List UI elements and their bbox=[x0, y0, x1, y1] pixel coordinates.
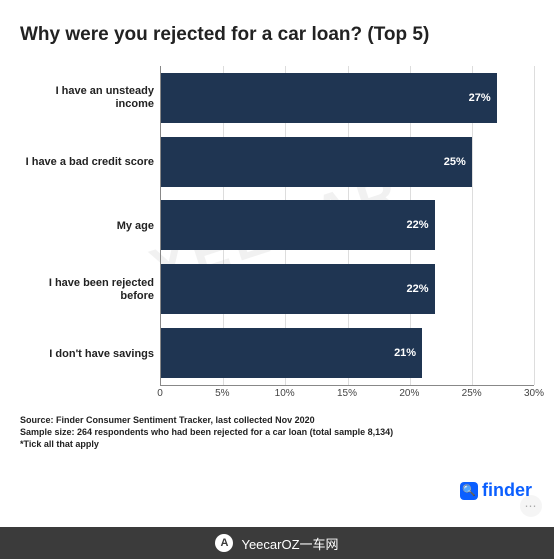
more-icon[interactable]: ⋯ bbox=[520, 495, 542, 517]
chart-card: Why were you rejected for a car loan? (T… bbox=[0, 0, 554, 460]
y-axis-label: I have a bad credit score bbox=[26, 137, 154, 187]
bars-region: 27% 25% 22% 22% 21% bbox=[160, 66, 534, 386]
plot-area: I have an unsteady income I have a bad cr… bbox=[20, 66, 534, 386]
x-axis-tick: 0 bbox=[157, 388, 163, 399]
bar: 27% bbox=[161, 73, 497, 123]
channel-avatar-icon: A bbox=[215, 534, 233, 552]
x-axis-tick: 15% bbox=[337, 388, 357, 399]
bar-row: 22% bbox=[161, 200, 534, 250]
footnote-line: *Tick all that apply bbox=[20, 438, 534, 450]
bar-row: 25% bbox=[161, 137, 534, 187]
x-axis: 05%10%15%20%25%30% bbox=[160, 388, 534, 406]
chart-title: Why were you rejected for a car loan? (T… bbox=[20, 24, 534, 46]
bar: 25% bbox=[161, 137, 472, 187]
x-axis-tick: 25% bbox=[462, 388, 482, 399]
y-axis-label: My age bbox=[117, 201, 154, 251]
bottom-strip: A YeecarOZ一车网 bbox=[0, 527, 554, 559]
bar-row: 27% bbox=[161, 73, 534, 123]
bar: 22% bbox=[161, 264, 435, 314]
footnote-line: Sample size: 264 respondents who had bee… bbox=[20, 426, 534, 438]
search-icon: 🔍 bbox=[460, 482, 478, 500]
bar-value-label: 27% bbox=[469, 92, 491, 104]
bar: 21% bbox=[161, 328, 422, 378]
bar-value-label: 25% bbox=[444, 156, 466, 168]
x-axis-tick: 20% bbox=[399, 388, 419, 399]
y-axis-label: I have been rejected before bbox=[20, 265, 154, 315]
brand-logo: 🔍 finder bbox=[460, 480, 532, 501]
bar-row: 22% bbox=[161, 264, 534, 314]
bar-row: 21% bbox=[161, 328, 534, 378]
x-axis-tick: 5% bbox=[215, 388, 229, 399]
channel-name: YeecarOZ一车网 bbox=[241, 534, 338, 553]
y-axis-labels: I have an unsteady income I have a bad cr… bbox=[20, 66, 160, 386]
x-axis-tick: 10% bbox=[275, 388, 295, 399]
bar: 22% bbox=[161, 200, 435, 250]
grid-line bbox=[534, 66, 535, 385]
x-axis-tick: 30% bbox=[524, 388, 544, 399]
bars-stack: 27% 25% 22% 22% 21% bbox=[161, 66, 534, 385]
bar-value-label: 22% bbox=[407, 219, 429, 231]
y-axis-label: I don't have savings bbox=[49, 329, 154, 379]
bar-value-label: 22% bbox=[407, 283, 429, 295]
footnote-line: Source: Finder Consumer Sentiment Tracke… bbox=[20, 414, 534, 426]
y-axis-label: I have an unsteady income bbox=[20, 73, 154, 123]
bar-value-label: 21% bbox=[394, 347, 416, 359]
footnotes: Source: Finder Consumer Sentiment Tracke… bbox=[20, 414, 534, 450]
